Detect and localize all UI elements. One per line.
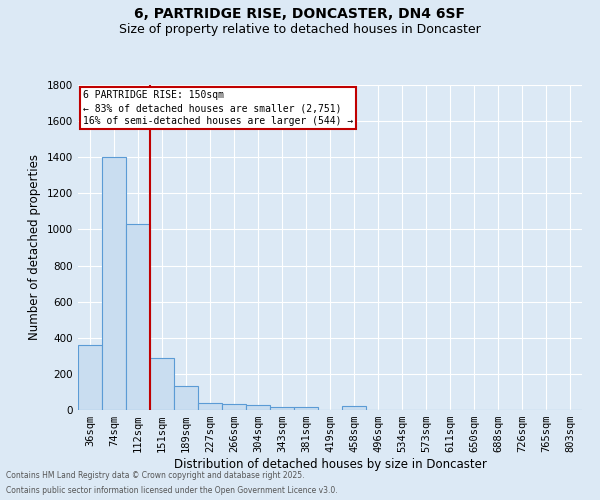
Bar [222, 404, 246, 410]
Text: Contains public sector information licensed under the Open Government Licence v3: Contains public sector information licen… [6, 486, 338, 495]
Bar [294, 408, 318, 410]
Bar [342, 406, 366, 410]
Text: Contains HM Land Registry data © Crown copyright and database right 2025.: Contains HM Land Registry data © Crown c… [6, 471, 305, 480]
Bar [246, 406, 270, 410]
Bar [150, 358, 174, 410]
Y-axis label: Number of detached properties: Number of detached properties [28, 154, 41, 340]
Text: 6, PARTRIDGE RISE, DONCASTER, DN4 6SF: 6, PARTRIDGE RISE, DONCASTER, DN4 6SF [134, 8, 466, 22]
Bar [102, 157, 126, 410]
Bar [198, 403, 222, 410]
Text: Size of property relative to detached houses in Doncaster: Size of property relative to detached ho… [119, 22, 481, 36]
Bar [78, 345, 102, 410]
X-axis label: Distribution of detached houses by size in Doncaster: Distribution of detached houses by size … [173, 458, 487, 471]
Bar [270, 407, 294, 410]
Bar [174, 386, 198, 410]
Text: 6 PARTRIDGE RISE: 150sqm
← 83% of detached houses are smaller (2,751)
16% of sem: 6 PARTRIDGE RISE: 150sqm ← 83% of detach… [83, 90, 353, 126]
Bar [126, 224, 150, 410]
